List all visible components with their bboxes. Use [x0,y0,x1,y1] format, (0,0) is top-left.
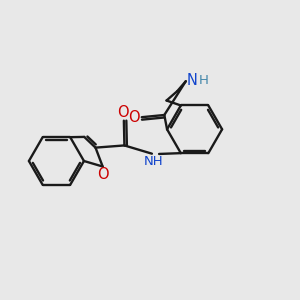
Text: O: O [118,106,129,121]
Text: NH: NH [144,155,164,168]
Text: O: O [98,167,109,182]
Text: O: O [128,110,140,125]
Text: N: N [186,73,197,88]
Text: H: H [199,74,208,87]
